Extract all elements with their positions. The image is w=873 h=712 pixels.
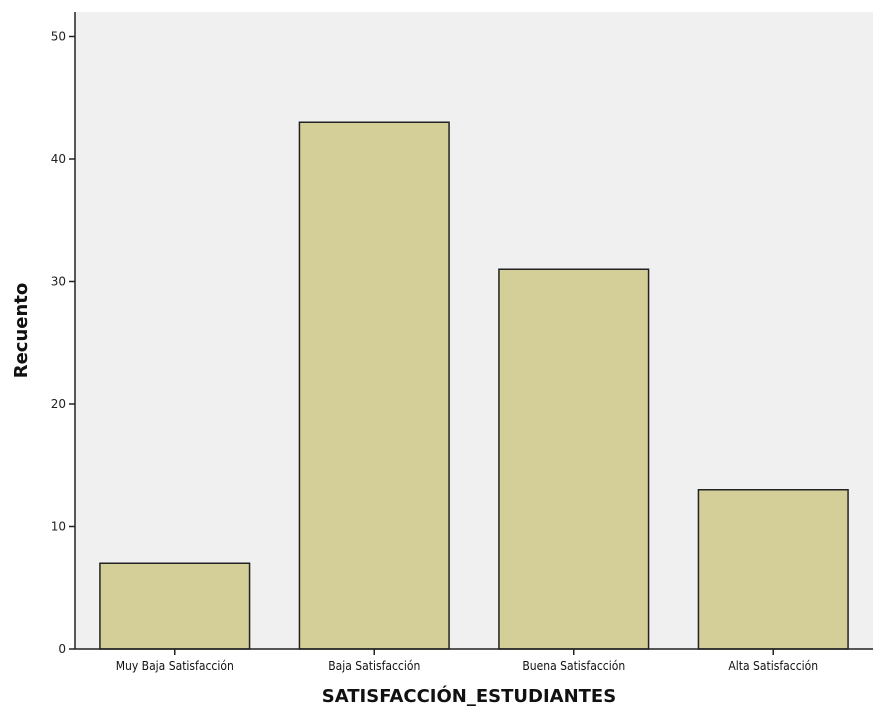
- y-tick-label-4: 40: [51, 152, 66, 166]
- y-axis-title: Recuento: [11, 283, 32, 379]
- bar-0: [99, 562, 251, 650]
- y-axis: 0 10 20 30 40 50: [51, 12, 76, 656]
- y-tick-label-5: 50: [51, 30, 66, 44]
- bar-2: [498, 268, 650, 650]
- x-tick-label-0: Muy Baja Satisfacción: [116, 659, 234, 673]
- x-axis-title: SATISFACCIÓN_ESTUDIANTES: [322, 685, 616, 707]
- y-tick-label-2: 20: [51, 397, 66, 411]
- x-tick-label-2: Buena Satisfacción: [522, 659, 625, 673]
- y-tick-label-3: 30: [51, 275, 66, 289]
- x-tick-label-3: Alta Satisfacción: [728, 659, 818, 673]
- y-tick-label-1: 10: [51, 520, 66, 534]
- y-tick-label-0: 0: [58, 642, 66, 656]
- x-axis: Muy Baja Satisfacción Baja Satisfacción Bu…: [75, 648, 873, 673]
- bar-1: [298, 121, 450, 650]
- bar-3: [697, 489, 849, 650]
- bars-group: [99, 121, 849, 650]
- x-tick-label-1: Baja Satisfacción: [328, 659, 420, 673]
